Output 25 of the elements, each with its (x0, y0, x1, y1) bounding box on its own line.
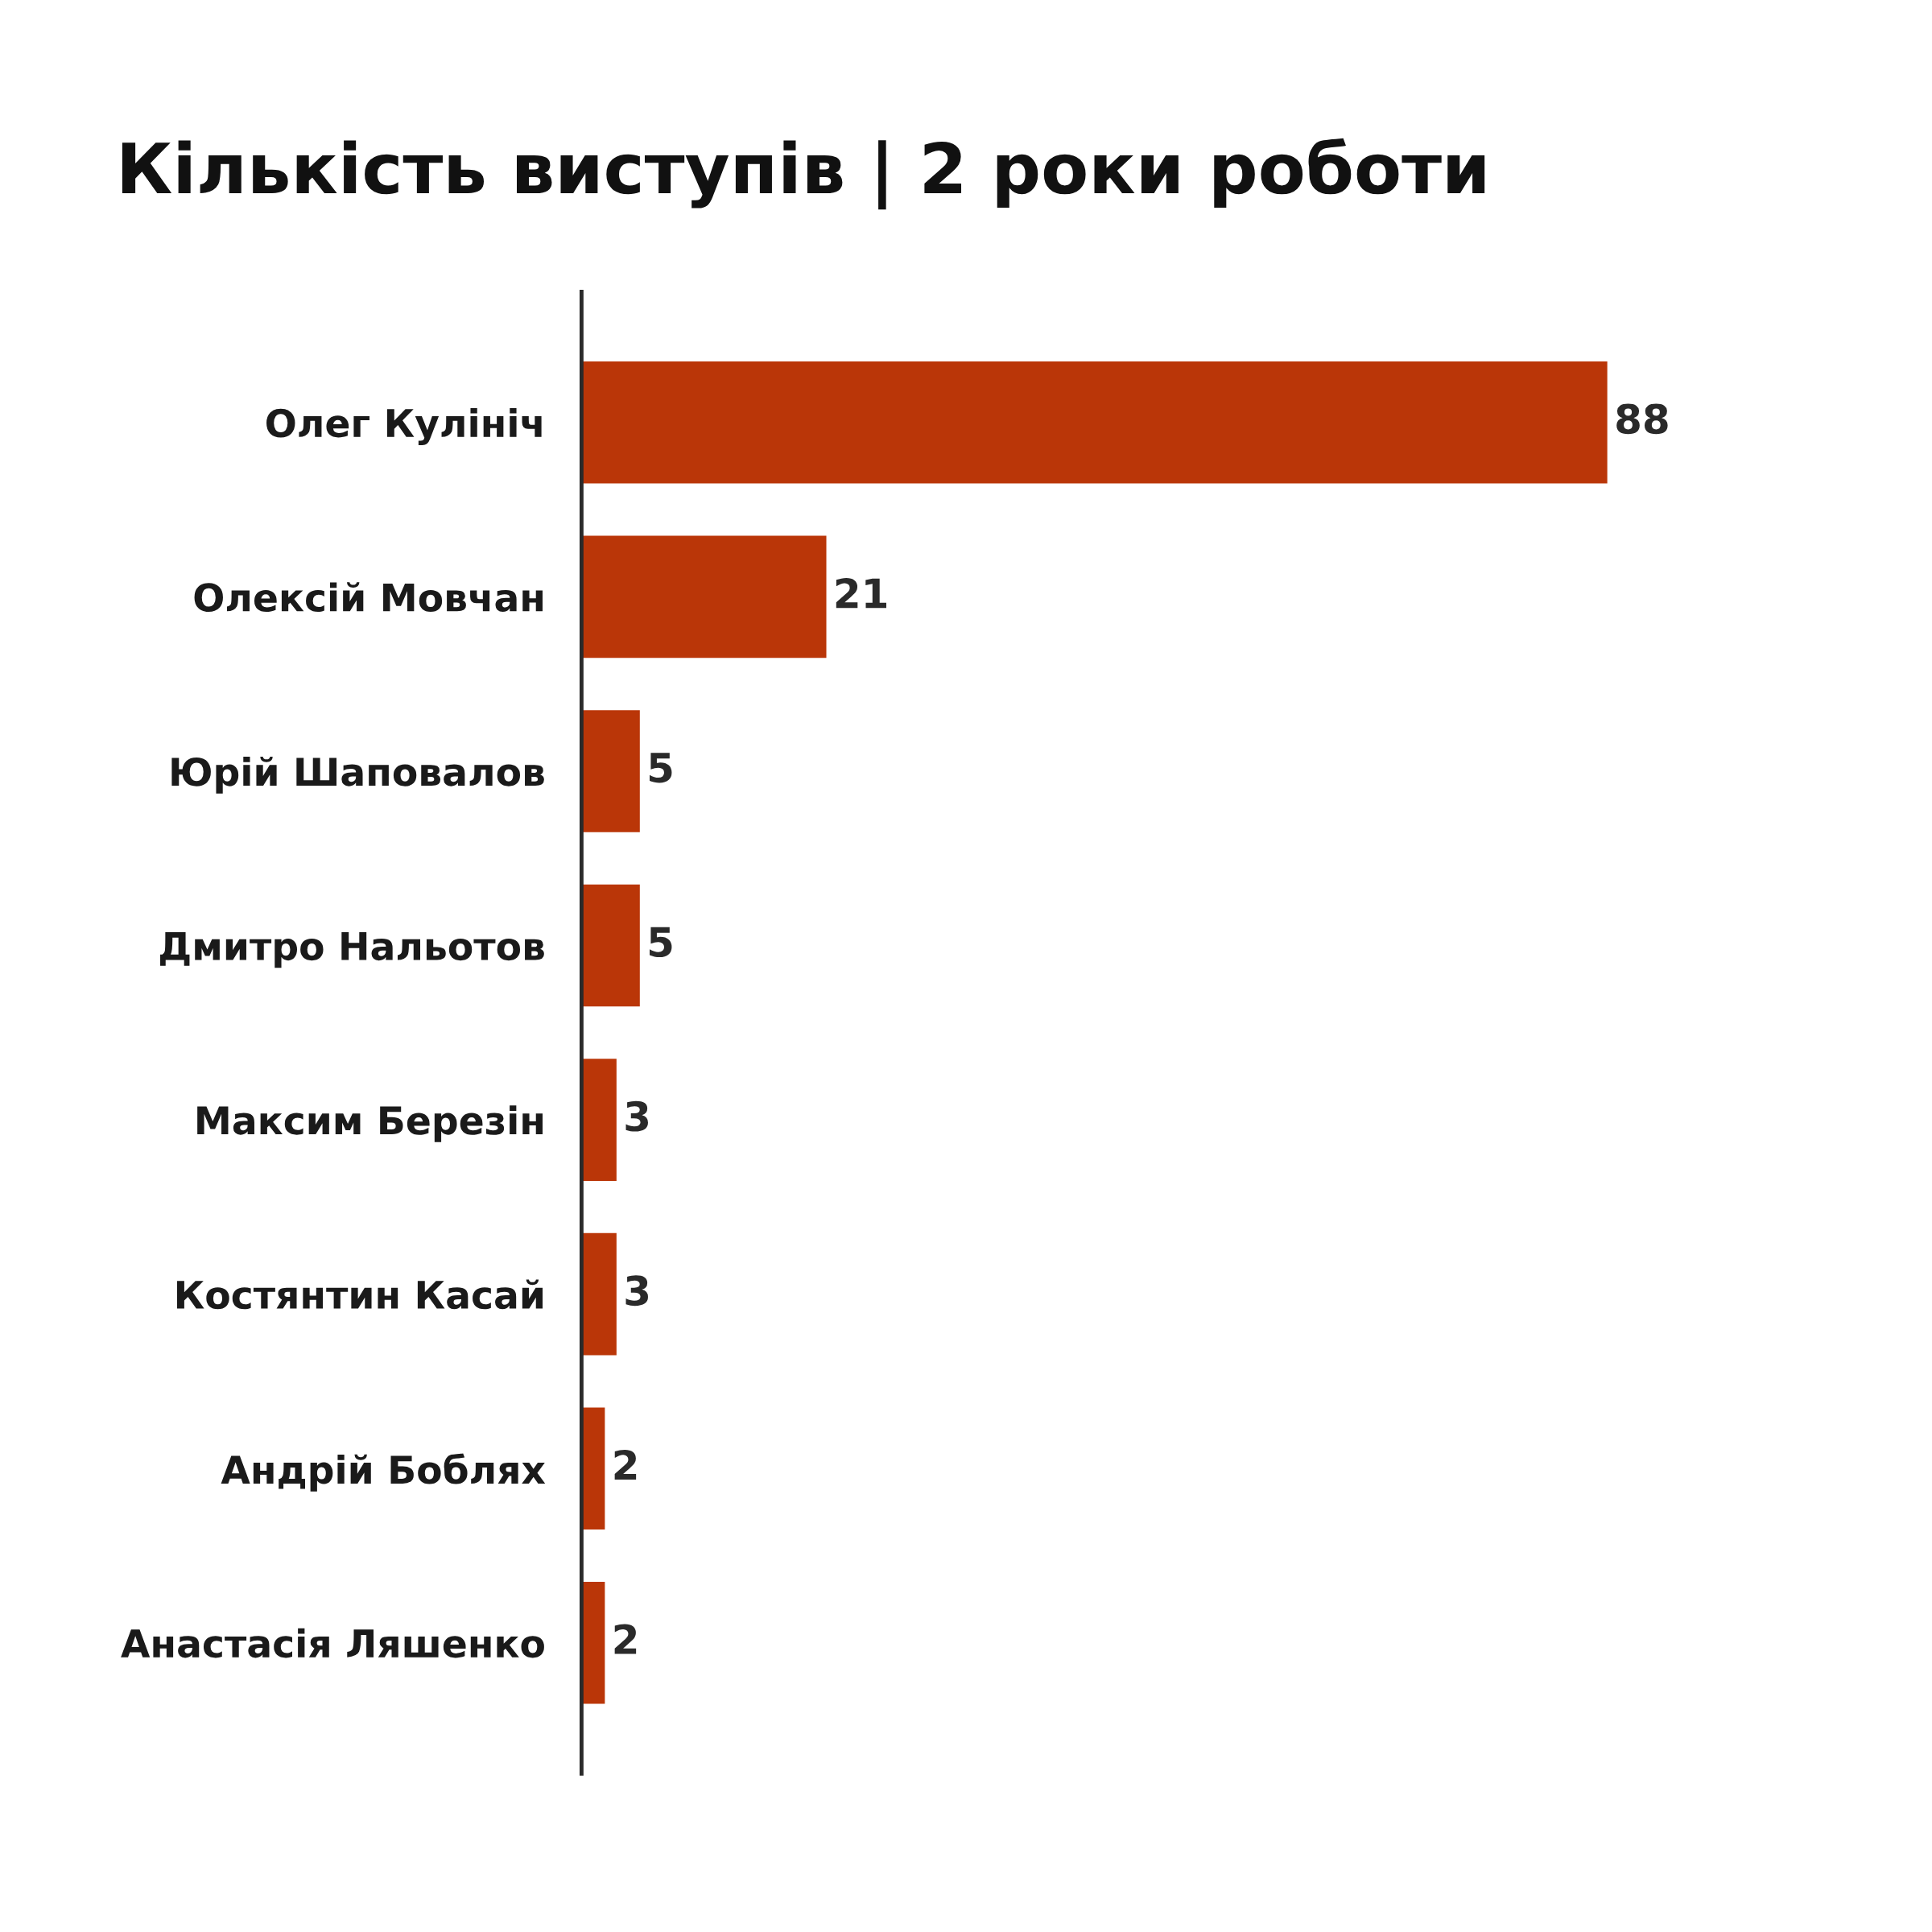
data-label: 2 (614, 1624, 637, 1654)
data-label: 3 (625, 1100, 648, 1132)
data-label: 5 (650, 927, 672, 958)
y-tick-label: Костянтин Касай (177, 1279, 543, 1310)
bar (581, 1581, 605, 1704)
y-tick-label: Анастасія Ляшенко (121, 1628, 544, 1658)
y-tick-label: Олег Кулініч (266, 407, 542, 445)
y-tick-label: Юрій Шаповалов (171, 756, 544, 794)
chart-title: Кількість виступів | 2 роки роботи (122, 138, 1485, 210)
bar (581, 710, 640, 832)
y-tick-label: Дмитро Нальотов (160, 932, 544, 968)
data-label: 21 (836, 578, 886, 609)
bar (581, 1407, 605, 1530)
y-tick-label: Андрій Боблях (221, 1453, 546, 1492)
data-label: 5 (650, 753, 672, 783)
bar (581, 535, 827, 658)
bar (581, 884, 640, 1007)
bar (581, 361, 1608, 484)
data-label: 2 (614, 1449, 637, 1480)
y-tick-label: Олексій Мовчан (194, 582, 543, 612)
data-label: 88 (1616, 403, 1668, 435)
bar (581, 1232, 617, 1356)
data-label: 3 (625, 1275, 648, 1307)
y-tick-label: Максим Березін (197, 1105, 543, 1142)
bar (581, 1059, 617, 1181)
